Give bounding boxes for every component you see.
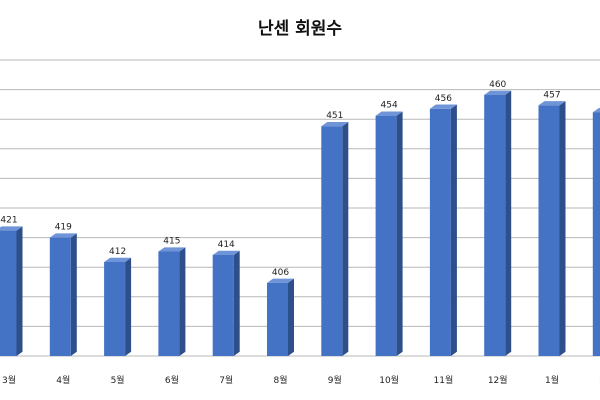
x-tick-label: 10월 [379,374,399,386]
bar-top [104,257,132,262]
bar-side [559,101,566,356]
data-label: 460 [489,80,506,90]
data-label: 454 [381,101,398,111]
x-tick-label: 6월 [165,374,179,386]
bar-top [592,108,600,113]
bar [212,255,234,356]
bar-top [49,233,77,238]
bar-top [267,278,294,283]
bar [158,251,180,356]
bar-side [179,247,186,356]
x-tick-label: 4월 [56,374,70,386]
data-label: 456 [435,94,452,104]
bar [592,112,600,356]
bar-side [233,250,240,356]
data-label: 412 [109,247,126,257]
bar-side [70,233,77,356]
bar-top [484,90,512,95]
bar [267,282,288,356]
bar-top [321,121,349,127]
bar-series [0,90,600,357]
bar-side [505,90,512,356]
x-tick-label: 1월 [545,374,559,386]
bar-top [0,226,23,231]
data-label: 457 [543,90,560,100]
bar-side [396,111,403,357]
bar-top [538,101,566,106]
bar-top [158,247,186,252]
bar [49,237,71,356]
data-label: 419 [55,223,72,233]
bar-side [342,121,349,356]
bar [375,115,397,356]
x-tick-label: 5월 [111,374,125,386]
x-tick-label: 9월 [328,374,342,386]
bar-top [375,111,403,116]
data-label: 451 [326,111,343,121]
bar-top [212,250,240,256]
x-tick-label: 12월 [488,374,508,386]
chart-title: 난센 회원수 [257,19,343,39]
x-tick-label: 11월 [434,374,454,386]
x-axis-labels: 3월4월5월6월7월8월9월10월11월12월1월2월 [2,374,600,386]
bar [104,262,126,356]
bar-side [450,104,457,356]
bar [484,94,506,357]
data-label: 421 [0,216,17,226]
bar [321,126,343,356]
data-labels: 421 419 412 415 414 406 451 454 456 460 457 [0,80,560,278]
data-label: 414 [218,240,235,250]
data-label: 406 [272,268,289,278]
bar-side [16,226,23,356]
bar-top [429,104,457,109]
bar-side [125,257,132,356]
bar-side [288,278,294,356]
bar [429,108,451,356]
bar [538,105,560,356]
data-label: 415 [163,237,180,247]
x-tick-label: 7월 [219,374,233,386]
x-tick-label: 3월 [2,374,16,386]
bar [0,230,17,356]
x-tick-label: 8월 [273,374,287,386]
